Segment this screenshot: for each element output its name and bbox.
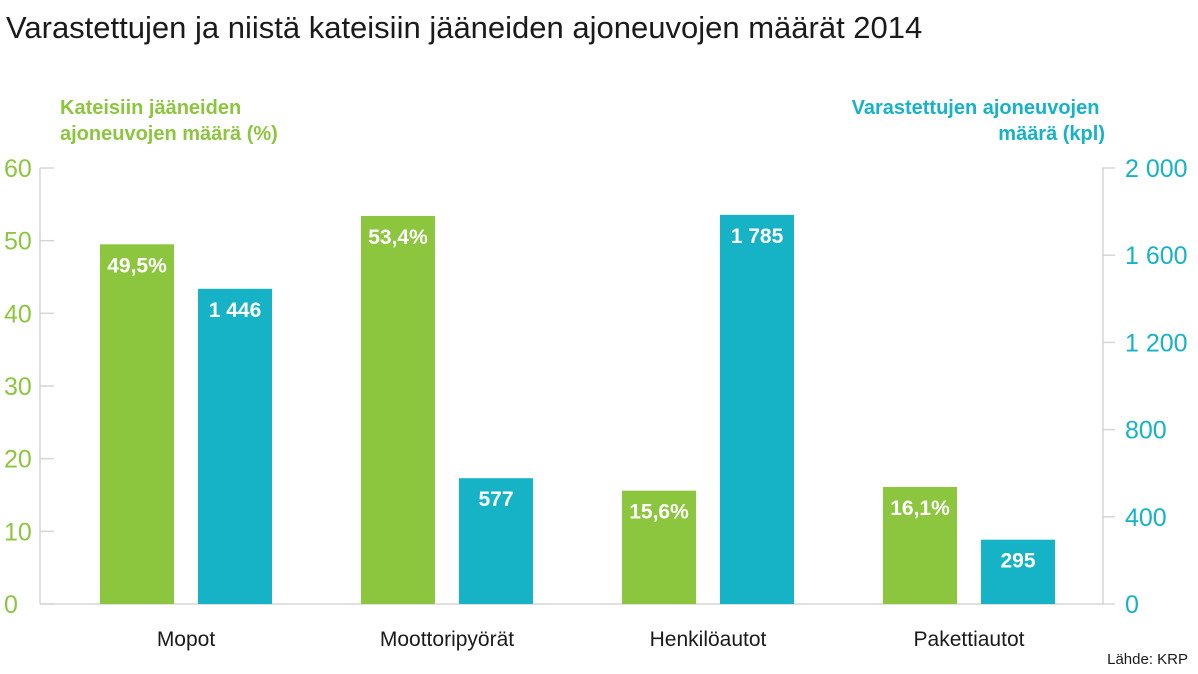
category-labels: Mopot Moottoripyörät Henkilöautot Pakettiau… <box>157 628 1025 651</box>
left-axis-title: Kateisiin jääneiden ajoneuvojen määrä (%… <box>60 97 278 145</box>
percent-bar <box>622 490 696 604</box>
bars: 49,5% 1 446 53,4% 577 15,6% 1 785 16,1% 295 <box>100 214 1055 605</box>
left-tick-label: 50 <box>4 228 32 256</box>
percent-bar <box>883 487 957 604</box>
chart-title: Varastettujen ja niistä kateisiin jäänei… <box>6 10 922 45</box>
left-tick-label: 20 <box>4 446 32 474</box>
left-tick-label: 0 <box>4 591 18 619</box>
percent-bar-label: 16,1% <box>890 497 950 520</box>
right-tick-label: 800 <box>1125 417 1167 445</box>
percent-bar <box>361 215 435 604</box>
left-tick-label: 10 <box>4 518 32 546</box>
category-label: Henkilöautot <box>650 628 767 651</box>
count-bar <box>720 214 794 604</box>
right-tick-label: 2 000 <box>1125 155 1188 183</box>
left-tick-label: 40 <box>4 300 32 328</box>
right-tick-label: 400 <box>1125 504 1167 532</box>
count-bar <box>198 288 272 604</box>
percent-bar-label: 49,5% <box>107 254 167 277</box>
percent-bar-label: 53,4% <box>368 226 428 249</box>
count-bar-label: 577 <box>478 488 513 511</box>
right-axis: 0 400 800 1 200 1 600 2 000 <box>1102 155 1188 619</box>
count-bar-label: 295 <box>1000 550 1035 573</box>
right-axis-title: Varastettujen ajoneuvojen määrä (kpl) <box>852 97 1105 145</box>
left-tick-label: 30 <box>4 373 32 401</box>
category-label: Moottoripyörät <box>380 628 514 651</box>
category-label: Pakettiautot <box>914 628 1025 651</box>
right-axis-title-line-1: Varastettujen ajoneuvojen <box>852 97 1100 119</box>
count-bar <box>459 478 533 604</box>
percent-bar-label: 15,6% <box>629 501 689 524</box>
left-axis: 0 10 20 30 40 50 60 <box>4 155 1103 619</box>
left-axis-title-line-2: ajoneuvojen määrä (%) <box>60 123 278 145</box>
count-bar-label: 1 446 <box>209 299 262 322</box>
source-note: Lähde: KRP <box>1107 651 1188 668</box>
right-tick-label: 0 <box>1125 591 1139 619</box>
count-bar <box>981 539 1055 604</box>
left-axis-title-line-1: Kateisiin jääneiden <box>60 97 241 119</box>
category-label: Mopot <box>157 628 216 651</box>
count-bar-label: 1 785 <box>731 225 784 248</box>
left-tick-label: 60 <box>4 155 32 183</box>
percent-bar <box>100 244 174 605</box>
right-tick-label: 1 600 <box>1125 242 1188 270</box>
right-tick-label: 1 200 <box>1125 329 1188 357</box>
right-axis-title-line-2: määrä (kpl) <box>998 123 1105 145</box>
